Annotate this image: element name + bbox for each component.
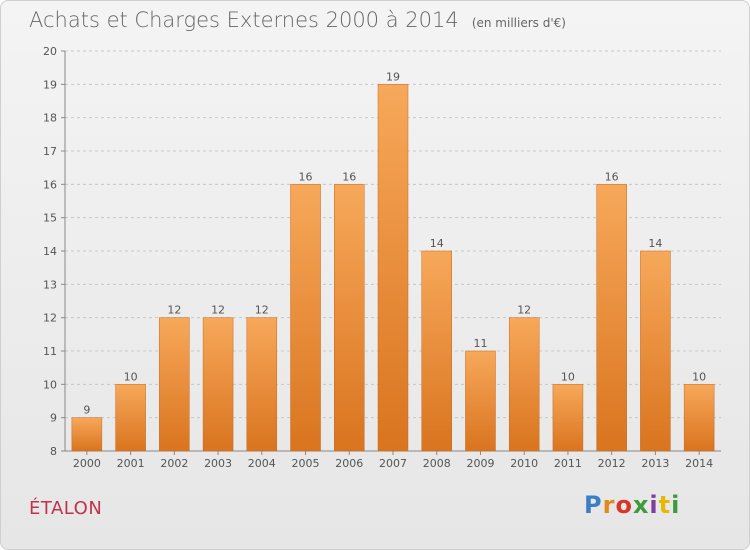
y-tick-label: 14 bbox=[43, 245, 57, 258]
x-tick-label-2002: 2002 bbox=[160, 457, 188, 470]
bar-2006 bbox=[334, 184, 365, 452]
logo-letter: r bbox=[602, 491, 616, 519]
x-tick-label-2000: 2000 bbox=[73, 457, 101, 470]
value-label-2012: 16 bbox=[605, 170, 619, 183]
value-label-2001: 10 bbox=[124, 370, 138, 383]
bar-2000 bbox=[71, 417, 103, 452]
value-label-2002: 12 bbox=[167, 304, 181, 317]
x-tick-label-2008: 2008 bbox=[423, 457, 451, 470]
value-label-2010: 12 bbox=[517, 304, 531, 317]
bar-2011 bbox=[552, 384, 584, 452]
logo-letter: P bbox=[584, 491, 603, 519]
value-label-2000: 9 bbox=[83, 404, 90, 417]
bar-2014 bbox=[683, 384, 715, 452]
x-tick-label-2001: 2001 bbox=[117, 457, 145, 470]
value-label-2004: 12 bbox=[255, 304, 269, 317]
y-tick-label: 8 bbox=[50, 445, 57, 458]
x-tick-label-2005: 2005 bbox=[292, 457, 320, 470]
value-label-2014: 10 bbox=[692, 370, 706, 383]
y-tick-label: 10 bbox=[43, 378, 57, 391]
y-tick-label: 9 bbox=[50, 412, 57, 425]
bar-2012 bbox=[596, 184, 627, 452]
bar-2010 bbox=[508, 317, 540, 452]
chart-title-main: Achats et Charges Externes 2000 à 2014 bbox=[29, 8, 459, 32]
logo-letter: i bbox=[671, 491, 681, 519]
value-label-2009: 11 bbox=[473, 337, 487, 350]
chart-title: Achats et Charges Externes 2000 à 2014 (… bbox=[29, 8, 566, 32]
x-tick-label-2012: 2012 bbox=[598, 457, 626, 470]
bars bbox=[71, 84, 715, 452]
value-label-2003: 12 bbox=[211, 304, 225, 317]
x-tick-label-2003: 2003 bbox=[204, 457, 232, 470]
logo-letter: i bbox=[649, 491, 659, 519]
chart-subtitle: (en milliers d'€) bbox=[471, 16, 566, 30]
x-tick-label-2010: 2010 bbox=[510, 457, 538, 470]
bar-2001 bbox=[115, 384, 146, 452]
x-tick-label-2014: 2014 bbox=[685, 457, 713, 470]
bar-2013 bbox=[640, 250, 671, 452]
y-tick-label: 20 bbox=[43, 45, 57, 58]
value-label-2013: 14 bbox=[648, 237, 662, 250]
logo-letter: x bbox=[632, 491, 650, 519]
labels: 8 9 10 11 12 13 14 15 16 17 18 19 20 9 2000 10 2001 12 200… bbox=[43, 45, 713, 470]
bar-2009 bbox=[465, 350, 496, 452]
bar-2004 bbox=[246, 317, 278, 452]
x-tick-label-2009: 2009 bbox=[466, 457, 494, 470]
value-label-2006: 16 bbox=[342, 170, 356, 183]
y-tick-label: 11 bbox=[43, 345, 57, 358]
logo-letter: t bbox=[658, 491, 672, 519]
bar-2005 bbox=[290, 184, 321, 452]
y-tick-label: 16 bbox=[43, 178, 57, 191]
commune-name: ÉTALON bbox=[29, 498, 103, 519]
bar-2003 bbox=[202, 317, 234, 452]
value-label-2008: 14 bbox=[430, 237, 444, 250]
y-tick-label: 17 bbox=[43, 145, 57, 158]
y-tick-label: 19 bbox=[43, 78, 57, 91]
value-label-2011: 10 bbox=[561, 370, 575, 383]
x-tick-label-2004: 2004 bbox=[248, 457, 276, 470]
value-label-2005: 16 bbox=[299, 170, 313, 183]
x-tick-label-2013: 2013 bbox=[641, 457, 669, 470]
y-tick-label: 15 bbox=[43, 212, 57, 225]
x-tick-label-2007: 2007 bbox=[379, 457, 407, 470]
x-tick-label-2006: 2006 bbox=[335, 457, 363, 470]
y-tick-label: 18 bbox=[43, 112, 57, 125]
y-tick-label: 13 bbox=[43, 278, 57, 291]
x-tick-label-2011: 2011 bbox=[554, 457, 582, 470]
y-tick-label: 12 bbox=[43, 312, 57, 325]
bar-2008 bbox=[421, 250, 452, 452]
proxiti-logo: Proxiti bbox=[584, 491, 680, 519]
bar-2002 bbox=[159, 317, 190, 452]
bar-2007 bbox=[377, 84, 409, 452]
value-label-2007: 19 bbox=[386, 70, 400, 83]
logo-letter: o bbox=[615, 491, 633, 519]
